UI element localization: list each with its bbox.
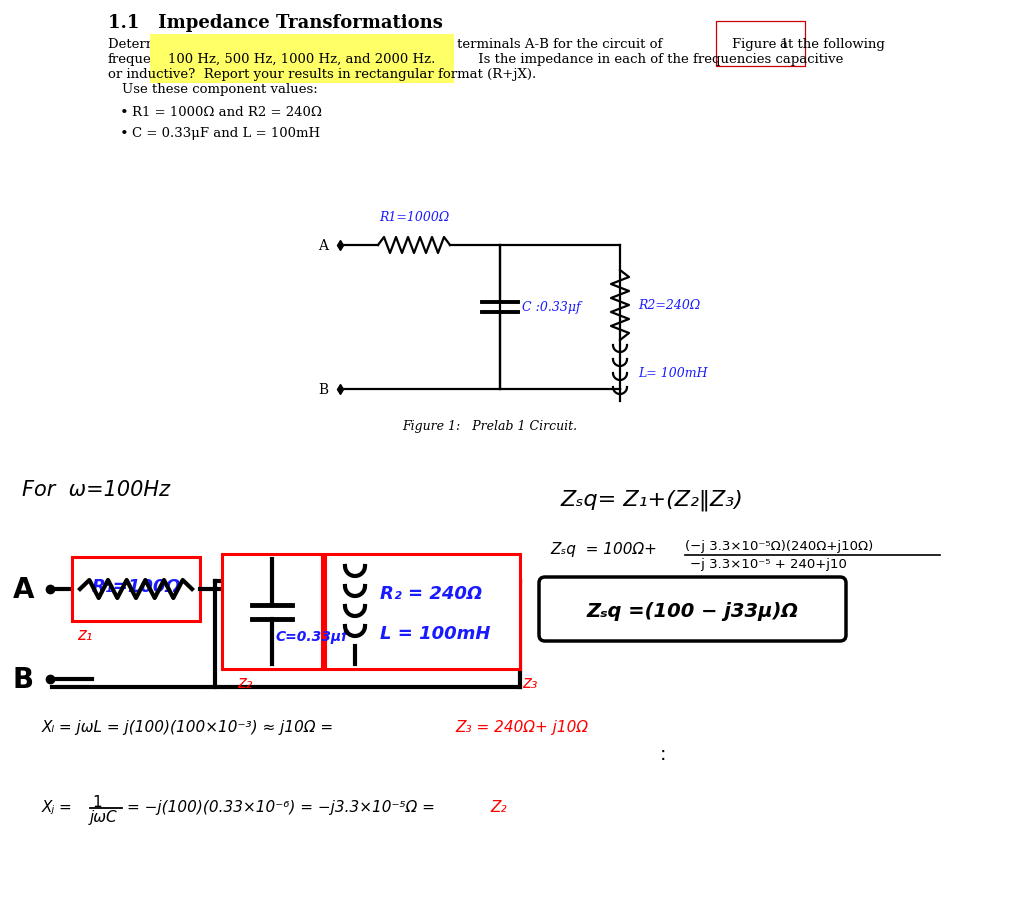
Text: L= 100mH: L= 100mH (638, 367, 708, 380)
Text: Xₗ = jωL = j(100)(100×10⁻³) ≈ j10Ω =: Xₗ = jωL = j(100)(100×10⁻³) ≈ j10Ω = (42, 719, 334, 734)
Text: = −j(100)(0.33×10⁻⁶) = −j3.3×10⁻⁵Ω =: = −j(100)(0.33×10⁻⁶) = −j3.3×10⁻⁵Ω = (127, 799, 435, 815)
Text: Use these component values:: Use these component values: (122, 83, 317, 96)
Text: A: A (12, 575, 34, 603)
Text: •: • (120, 127, 129, 141)
Text: Zₛq= Z₁+(Z₂‖Z₃): Zₛq= Z₁+(Z₂‖Z₃) (560, 490, 742, 511)
Text: jωC: jωC (90, 809, 118, 824)
Text: L = 100mH: L = 100mH (380, 624, 490, 642)
Text: frequencies:: frequencies: (108, 53, 190, 66)
Bar (72, 557, 200, 621)
Text: 1.1   Impedance Transformations: 1.1 Impedance Transformations (108, 14, 442, 32)
Text: Z₃ = 240Ω+ j10Ω: Z₃ = 240Ω+ j10Ω (455, 719, 588, 734)
Text: Determine the equivalent impedance Z looking into terminals A-B for the circuit : Determine the equivalent impedance Z loo… (108, 38, 663, 51)
Text: For  ω=100Hz: For ω=100Hz (22, 480, 170, 500)
Text: C = 0.33μF and L = 100mH: C = 0.33μF and L = 100mH (132, 127, 321, 140)
Text: A: A (318, 239, 328, 253)
Text: Z₂: Z₂ (490, 799, 507, 815)
Text: B: B (317, 382, 328, 397)
FancyBboxPatch shape (539, 577, 846, 641)
Text: R₂ = 240Ω: R₂ = 240Ω (380, 584, 482, 603)
Text: Figure 1: Figure 1 (732, 38, 790, 51)
Text: (−j 3.3×10⁻⁵Ω)(240Ω+j10Ω): (−j 3.3×10⁻⁵Ω)(240Ω+j10Ω) (685, 539, 873, 552)
Text: 1: 1 (92, 794, 101, 809)
Text: Is the impedance in each of the frequencies capacitive: Is the impedance in each of the frequenc… (474, 53, 844, 66)
Text: R1=1000Ω: R1=1000Ω (379, 211, 450, 224)
Text: 100 Hz, 500 Hz, 1000 Hz, and 2000 Hz.: 100 Hz, 500 Hz, 1000 Hz, and 2000 Hz. (168, 53, 435, 66)
Text: at the following: at the following (780, 38, 885, 51)
Text: Zₛq  = 100Ω+: Zₛq = 100Ω+ (550, 541, 656, 557)
Text: •: • (120, 106, 129, 120)
Text: R₁=100Ω: R₁=100Ω (91, 577, 181, 595)
Text: Zₛq =(100 − j33μ)Ω: Zₛq =(100 − j33μ)Ω (587, 602, 799, 621)
Text: z₁: z₁ (77, 625, 92, 643)
Text: :: : (660, 744, 667, 763)
Text: −j 3.3×10⁻⁵ + 240+j10: −j 3.3×10⁻⁵ + 240+j10 (690, 557, 847, 570)
Text: R1 = 1000Ω and R2 = 240Ω: R1 = 1000Ω and R2 = 240Ω (132, 106, 322, 119)
Text: C :0.33μf: C :0.33μf (522, 301, 581, 314)
Text: Xⱼ =: Xⱼ = (42, 799, 73, 815)
Text: B: B (13, 666, 34, 694)
Text: or inductive?  Report your results in rectangular format (R+jX).: or inductive? Report your results in rec… (108, 68, 537, 81)
Text: Figure 1:   Prelab 1 Circuit.: Figure 1: Prelab 1 Circuit. (402, 419, 578, 433)
Text: z₃: z₃ (522, 673, 538, 691)
Text: z₂: z₂ (237, 673, 252, 691)
Text: C=0.33μf: C=0.33μf (275, 630, 347, 644)
Text: R2=240Ω: R2=240Ω (638, 299, 700, 312)
Bar (222, 555, 322, 669)
Bar (325, 555, 520, 669)
